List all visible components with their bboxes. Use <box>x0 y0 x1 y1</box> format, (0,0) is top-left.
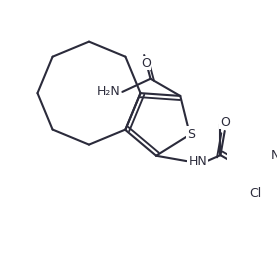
Text: Cl: Cl <box>249 187 261 200</box>
Text: S: S <box>188 128 196 141</box>
Text: O: O <box>141 57 151 70</box>
Text: N: N <box>270 149 277 162</box>
Text: HN: HN <box>188 155 207 168</box>
Text: O: O <box>220 116 230 129</box>
Text: H₂N: H₂N <box>97 85 121 98</box>
